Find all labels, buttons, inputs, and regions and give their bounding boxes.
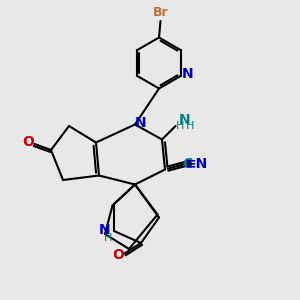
- Text: H: H: [104, 232, 112, 243]
- Text: Br: Br: [153, 6, 168, 20]
- Text: N: N: [182, 67, 194, 81]
- Text: C: C: [182, 157, 192, 171]
- Text: H: H: [185, 121, 194, 131]
- Text: N: N: [179, 113, 190, 127]
- Text: N: N: [135, 116, 146, 130]
- Text: H: H: [176, 121, 184, 131]
- Text: ≡N: ≡N: [185, 157, 208, 171]
- Text: N: N: [99, 223, 111, 236]
- Text: O: O: [112, 248, 124, 262]
- Text: O: O: [22, 136, 34, 149]
